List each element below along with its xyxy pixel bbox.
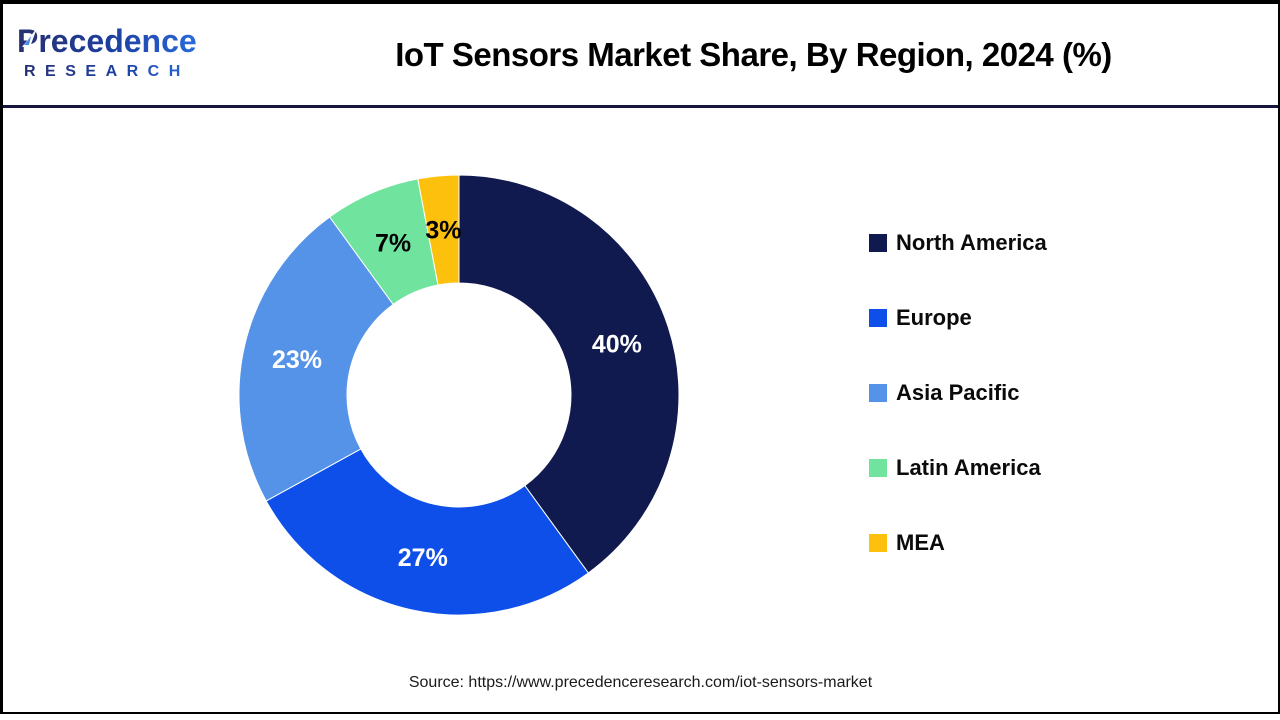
chart-area: 40% 27% 23% 7% 3% North America Europe Asia Pa… [3, 108, 1278, 709]
donut-segment-north-america [458, 174, 680, 574]
donut-label-north-america: 40% [592, 331, 642, 359]
legend-label-europe: Europe [896, 305, 972, 330]
logo-wordmark: Precedence [17, 23, 197, 59]
legend-swatch-europe [869, 309, 887, 327]
donut-segment-europe [265, 448, 590, 616]
legend-label-north-america: North America [896, 230, 1047, 255]
legend-swatch-north-america [869, 234, 887, 252]
donut-label-mea: 3% [425, 217, 461, 245]
donut-label-europe: 27% [398, 544, 448, 572]
logo-sail-accent-icon [24, 36, 31, 45]
legend-swatch-asia-pacific [869, 384, 887, 402]
legend-item-europe: Europe [869, 307, 1047, 329]
donut-label-latin-america: 7% [375, 230, 411, 258]
legend-label-asia-pacific: Asia Pacific [896, 380, 1020, 405]
header: Precedence RESEARCH IoT Sensors Market S… [3, 4, 1278, 108]
legend-label-latin-america: Latin America [896, 455, 1041, 480]
legend: North America Europe Asia Pacific Latin Ame… [869, 232, 1047, 554]
legend-swatch-latin-america [869, 459, 887, 477]
source-text: Source: https://www.precedenceresearch.c… [408, 674, 873, 691]
donut-chart: 40% 27% 23% 7% 3% [238, 174, 680, 616]
logo-subtext: RESEARCH [24, 63, 190, 80]
donut-segment-asia-pacific [238, 216, 394, 502]
precedence-logo: Precedence RESEARCH [17, 19, 229, 90]
legend-label-mea: MEA [896, 530, 945, 555]
logo-graphic: Precedence RESEARCH [17, 23, 197, 80]
legend-item-mea: MEA [869, 532, 1047, 554]
legend-item-north-america: North America [869, 232, 1047, 254]
logo-sail-icon [22, 28, 37, 47]
donut-label-asia-pacific: 23% [272, 346, 322, 374]
legend-item-asia-pacific: Asia Pacific [869, 382, 1047, 404]
donut-segment-mea [417, 174, 460, 286]
legend-item-latin-america: Latin America [869, 457, 1047, 479]
page-title: IoT Sensors Market Share, By Region, 202… [395, 35, 1112, 73]
legend-swatch-mea [869, 534, 887, 552]
